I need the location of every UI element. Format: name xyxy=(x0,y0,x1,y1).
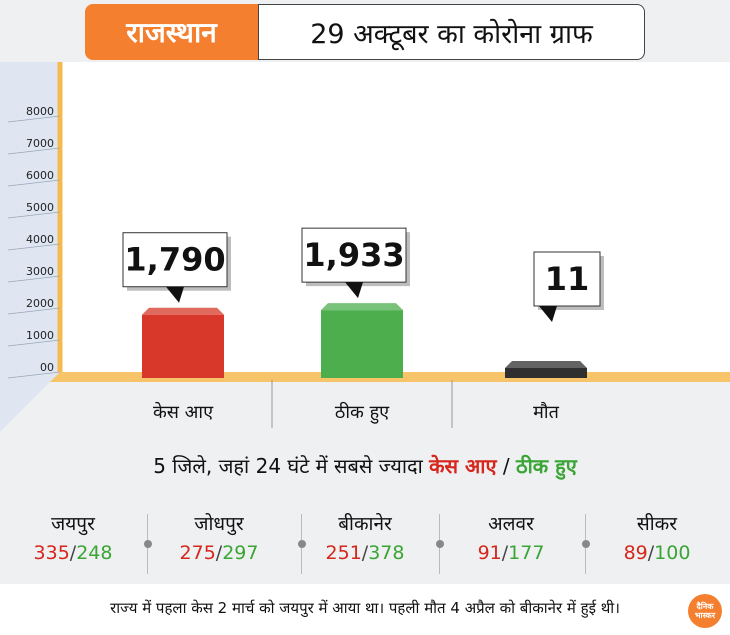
district-slash: / xyxy=(215,542,223,564)
district-item: जयपुर 335/248 xyxy=(0,510,146,564)
chart-subtitle: 5 जिले, जहां 24 घंटे में सबसे ज्यादा केस… xyxy=(0,452,730,479)
chart-left-wall xyxy=(0,62,60,432)
district-recovered: 100 xyxy=(654,542,691,564)
district-item: बीकानेर 251/378 xyxy=(292,510,438,564)
header: राजस्थान 29 अक्टूबर का कोरोना ग्राफ xyxy=(85,4,645,60)
y-grid-line xyxy=(7,115,61,123)
district-cases: 275 xyxy=(179,542,216,564)
district-cases: 91 xyxy=(477,542,502,564)
district-item: जोधपुर 275/297 xyxy=(146,510,292,564)
footer-note: राज्य में पहला केस 2 मार्च को जयपुर में … xyxy=(110,599,620,617)
chart-title: 29 अक्टूबर का कोरोना ग्राफ xyxy=(258,4,645,60)
district-item: सीकर 89/100 xyxy=(584,510,730,564)
bar xyxy=(321,310,403,378)
district-separator xyxy=(298,514,306,574)
bar-top xyxy=(505,361,587,368)
district-item: अलवर 91/177 xyxy=(438,510,584,564)
y-grid-line xyxy=(7,147,61,155)
y-tick-label: 7000 xyxy=(26,137,54,150)
y-tick-label: 8000 xyxy=(26,105,54,118)
data-label: 11 xyxy=(545,260,590,298)
dainik-bhaskar-logo: दैनिक भास्कर xyxy=(688,594,722,628)
district-recovered: 297 xyxy=(222,542,259,564)
category-label: ठीक हुए xyxy=(335,401,390,424)
bar-chart: 00 1000 2000 3000 4000 5000 6000 7000 8000 1,790… xyxy=(0,62,730,432)
bar xyxy=(505,368,587,378)
district-name: जोधपुर xyxy=(194,513,244,535)
callout-box xyxy=(122,232,228,288)
district-list: जयपुर 335/248 जोधपुर 275/297 बीकानेर 251… xyxy=(0,510,730,574)
district-name: अलवर xyxy=(488,513,534,535)
subtitle-prefix: 5 जिले, जहां 24 घंटे में सबसे ज्यादा xyxy=(153,454,430,478)
y-tick-label: 5000 xyxy=(26,201,54,214)
callout-pointer xyxy=(345,282,363,299)
y-tick-label: 1000 xyxy=(26,329,54,342)
district-separator xyxy=(582,514,590,574)
bar-top xyxy=(321,303,403,311)
district-name: बीकानेर xyxy=(338,513,392,535)
district-recovered: 248 xyxy=(76,542,113,564)
y-grid-line xyxy=(7,339,61,347)
category-label: मौत xyxy=(533,401,559,423)
district-cases: 335 xyxy=(33,542,70,564)
state-label: राजस्थान xyxy=(85,4,258,60)
y-tick-label: 00 xyxy=(40,361,54,374)
y-tick-label: 4000 xyxy=(26,233,54,246)
district-slash: / xyxy=(501,542,509,564)
callout-pointer xyxy=(539,306,557,322)
district-separator xyxy=(436,514,444,574)
district-slash: / xyxy=(69,542,77,564)
bar xyxy=(142,314,224,378)
district-recovered: 177 xyxy=(508,542,545,564)
logo-line1: दैनिक xyxy=(696,602,714,611)
district-recovered: 378 xyxy=(368,542,405,564)
callout-box xyxy=(533,251,601,307)
category-label: केस आए xyxy=(153,401,214,423)
y-grid-line xyxy=(7,307,61,315)
district-cases: 251 xyxy=(325,542,362,564)
subtitle-recovered: ठीक हुए xyxy=(515,454,577,478)
district-separator xyxy=(144,514,152,574)
y-tick-label: 3000 xyxy=(26,265,54,278)
district-cases: 89 xyxy=(623,542,648,564)
bar-top xyxy=(142,307,224,315)
data-label: 1,790 xyxy=(124,241,225,279)
subtitle-slash: / xyxy=(496,454,516,478)
y-grid-line xyxy=(7,243,61,251)
district-name: जयपुर xyxy=(51,513,95,535)
y-grid-line xyxy=(7,179,61,187)
y-tick-label: 6000 xyxy=(26,169,54,182)
y-grid-line xyxy=(7,211,61,219)
callout-box xyxy=(301,227,407,283)
district-slash: / xyxy=(361,542,369,564)
subtitle-cases: केस आए xyxy=(429,454,497,478)
data-label: 1,933 xyxy=(303,236,404,274)
district-slash: / xyxy=(647,542,655,564)
y-tick-label: 2000 xyxy=(26,297,54,310)
logo-line2: भास्कर xyxy=(694,611,716,620)
footer: राज्य में पहला केस 2 मार्च को जयपुर में … xyxy=(0,584,730,635)
district-name: सीकर xyxy=(636,513,678,535)
y-grid-line xyxy=(7,371,61,379)
y-grid-line xyxy=(7,275,61,283)
callout-pointer xyxy=(166,286,184,303)
